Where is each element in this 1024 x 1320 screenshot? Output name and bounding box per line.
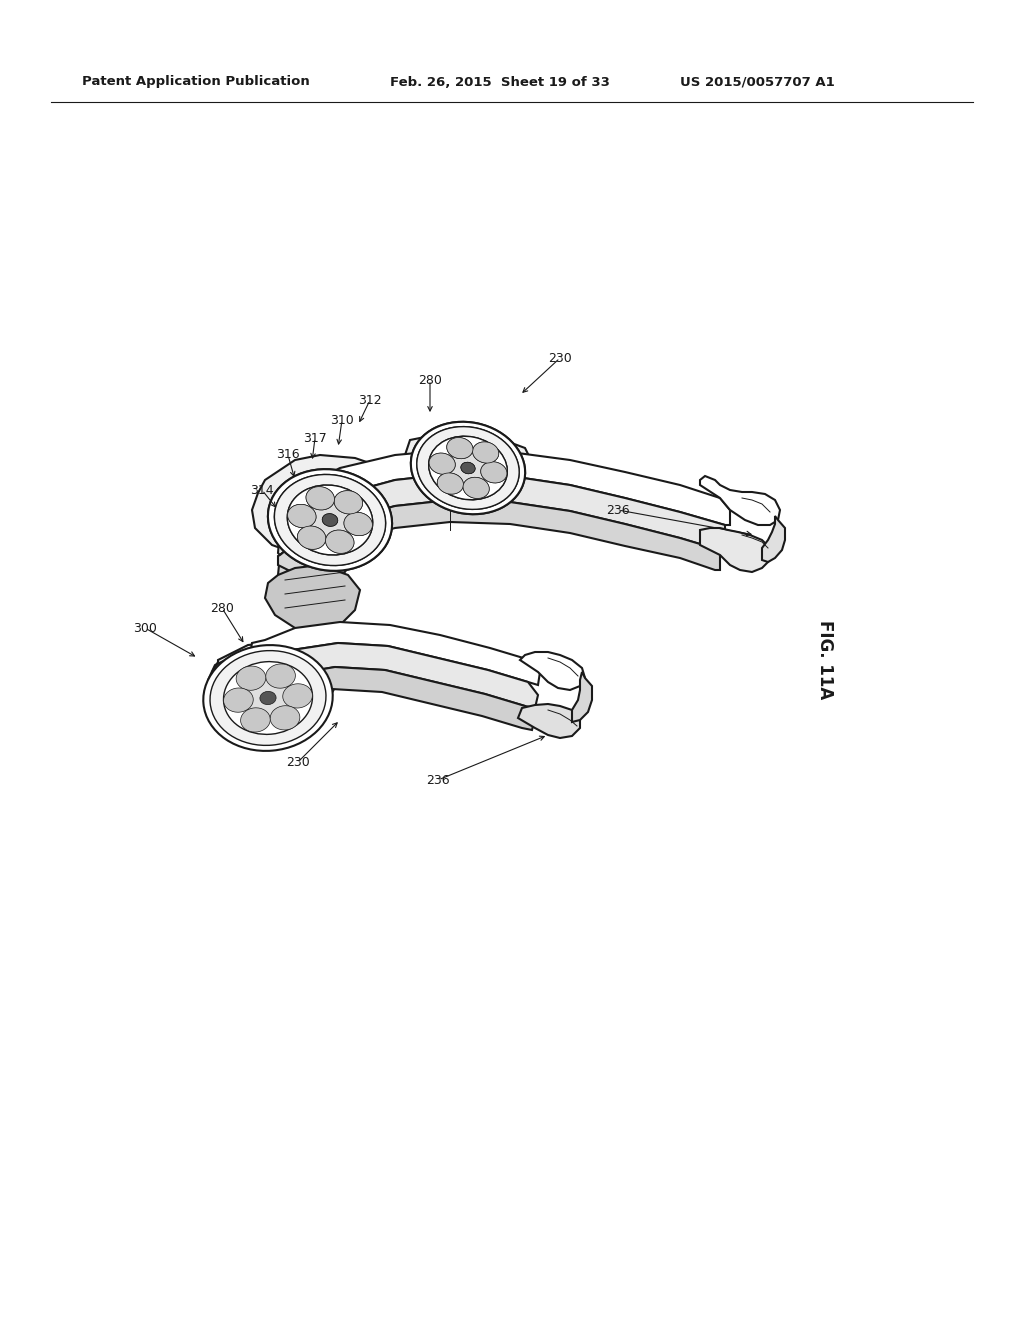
- Ellipse shape: [288, 484, 373, 554]
- Ellipse shape: [463, 478, 489, 499]
- Polygon shape: [700, 528, 770, 572]
- Ellipse shape: [480, 462, 507, 483]
- Ellipse shape: [307, 502, 353, 539]
- Ellipse shape: [297, 527, 326, 549]
- Ellipse shape: [260, 692, 276, 705]
- Ellipse shape: [461, 462, 475, 474]
- Ellipse shape: [411, 422, 525, 515]
- Ellipse shape: [429, 453, 456, 474]
- Ellipse shape: [323, 513, 338, 527]
- Polygon shape: [212, 642, 338, 723]
- Ellipse shape: [472, 442, 499, 463]
- Ellipse shape: [446, 437, 473, 459]
- Ellipse shape: [274, 474, 386, 565]
- Ellipse shape: [463, 478, 489, 499]
- Text: Patent Application Publication: Patent Application Publication: [82, 75, 309, 88]
- Text: 236: 236: [426, 774, 450, 787]
- Ellipse shape: [288, 504, 316, 528]
- Ellipse shape: [210, 651, 326, 746]
- Ellipse shape: [344, 512, 373, 536]
- Ellipse shape: [223, 688, 253, 713]
- Ellipse shape: [446, 450, 489, 486]
- Ellipse shape: [446, 437, 473, 459]
- Ellipse shape: [334, 491, 362, 513]
- Ellipse shape: [244, 678, 292, 718]
- Polygon shape: [278, 543, 348, 582]
- Ellipse shape: [417, 426, 519, 510]
- Polygon shape: [762, 516, 785, 562]
- Ellipse shape: [480, 462, 507, 483]
- Ellipse shape: [446, 450, 489, 486]
- Ellipse shape: [326, 531, 354, 553]
- Ellipse shape: [283, 684, 312, 708]
- Polygon shape: [248, 643, 538, 708]
- Polygon shape: [520, 652, 585, 690]
- Text: 236: 236: [606, 503, 630, 516]
- Ellipse shape: [306, 487, 335, 510]
- Polygon shape: [278, 500, 720, 577]
- Ellipse shape: [472, 442, 499, 463]
- Polygon shape: [250, 622, 540, 685]
- Polygon shape: [700, 477, 780, 525]
- Text: 280: 280: [210, 602, 233, 615]
- Ellipse shape: [429, 453, 456, 474]
- Ellipse shape: [268, 469, 392, 570]
- Ellipse shape: [297, 527, 326, 549]
- Ellipse shape: [429, 436, 507, 500]
- Text: 230: 230: [548, 351, 571, 364]
- Ellipse shape: [437, 473, 464, 494]
- Ellipse shape: [323, 513, 338, 527]
- Ellipse shape: [268, 469, 392, 570]
- Ellipse shape: [237, 667, 266, 690]
- Polygon shape: [245, 667, 535, 730]
- Ellipse shape: [334, 491, 362, 513]
- Text: 300: 300: [133, 622, 157, 635]
- Text: 316: 316: [276, 449, 300, 462]
- Ellipse shape: [241, 708, 270, 733]
- Polygon shape: [278, 474, 725, 554]
- Ellipse shape: [437, 473, 464, 494]
- Text: 230: 230: [286, 755, 310, 768]
- Ellipse shape: [326, 531, 354, 553]
- Ellipse shape: [270, 706, 300, 730]
- Ellipse shape: [344, 512, 373, 536]
- Ellipse shape: [417, 426, 519, 510]
- Ellipse shape: [274, 474, 386, 565]
- Text: 314: 314: [250, 483, 273, 496]
- Ellipse shape: [288, 504, 316, 528]
- Polygon shape: [402, 432, 535, 510]
- Ellipse shape: [204, 645, 333, 751]
- Text: US 2015/0057707 A1: US 2015/0057707 A1: [680, 75, 835, 88]
- Text: 310: 310: [330, 413, 354, 426]
- Polygon shape: [252, 455, 406, 558]
- Polygon shape: [572, 672, 592, 722]
- Ellipse shape: [411, 422, 525, 515]
- Ellipse shape: [288, 484, 373, 554]
- Ellipse shape: [461, 462, 475, 474]
- Text: Feb. 26, 2015  Sheet 19 of 33: Feb. 26, 2015 Sheet 19 of 33: [390, 75, 610, 88]
- Text: 312: 312: [358, 393, 382, 407]
- Polygon shape: [518, 704, 580, 738]
- Text: 317: 317: [303, 432, 327, 445]
- Ellipse shape: [265, 664, 295, 688]
- Ellipse shape: [306, 487, 335, 510]
- Ellipse shape: [429, 436, 507, 500]
- Polygon shape: [278, 450, 730, 531]
- Ellipse shape: [223, 661, 312, 734]
- Text: FIG. 11A: FIG. 11A: [816, 620, 834, 700]
- Ellipse shape: [307, 502, 353, 539]
- Text: 280: 280: [418, 374, 442, 387]
- Polygon shape: [265, 565, 360, 632]
